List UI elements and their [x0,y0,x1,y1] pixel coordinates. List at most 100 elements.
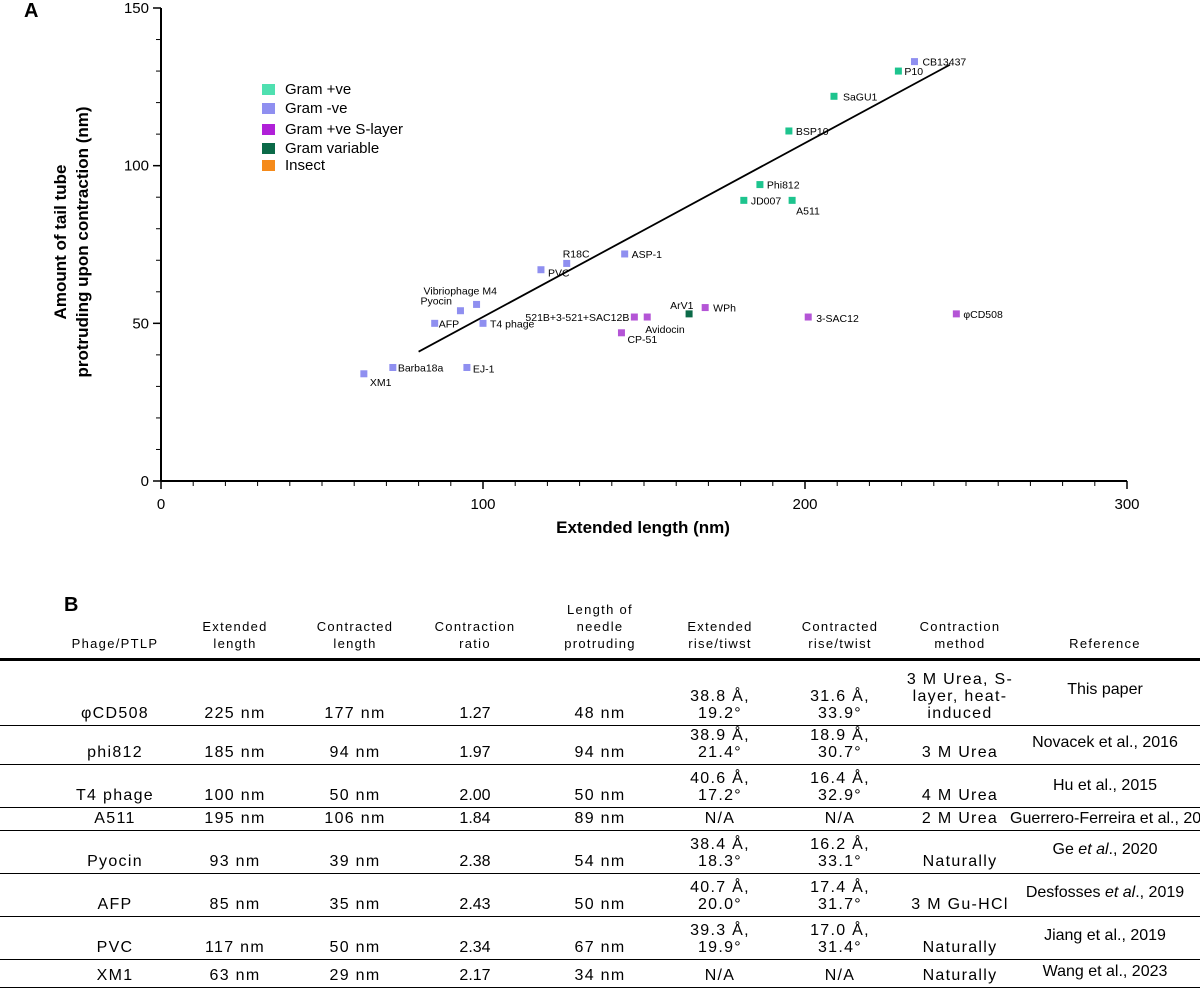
cell-ext: 225 nm [204,705,266,722]
cell-method: Naturally [922,967,998,984]
cell-con: 39 nm [329,853,381,870]
header-contraction-ratio: Contraction ratio [434,619,516,651]
point-label: EJ-1 [473,363,495,375]
point-label: ArV1 [670,300,694,312]
table-row: A511 195 nm 106 nm 1.84 89 nm N/A N/A 2 M Urea G… [0,808,1200,831]
data-point [894,67,902,75]
point-label: R18C [563,248,590,260]
cell-phage: XM1 [96,967,134,984]
y-tick-label: 0 [141,473,149,490]
cell-phage: AFP [97,896,133,913]
point-label: BSP10 [796,126,829,138]
y-tick-label: 100 [124,158,149,175]
x-tick-label: 300 [1114,496,1139,513]
point-label: XM1 [370,377,392,389]
cell-ext-rise: N/A [704,810,736,827]
table-header-row: Phage/PTLP Extended length Contracted le… [0,598,1200,658]
reference-part: ., 2020 [1108,841,1158,858]
cell-con-rise: N/A [824,967,856,984]
chart-axes: 0 50 100 150 0 100 200 300 [124,0,1140,513]
table-row: φCD508 225 nm 177 nm 1.27 48 nm 38.8 Å, 19.2°… [0,661,1200,726]
reference-part: ., 2019 [1135,884,1185,901]
cell-ratio: 2.38 [459,853,491,870]
cell-ratio: 2.43 [459,896,491,913]
data-point [621,250,629,258]
cell-ratio: 1.27 [459,705,491,722]
point-label: CP-51 [627,334,657,346]
fit-line [418,63,951,353]
cell-con: 177 nm [324,705,386,722]
cell-con: 29 nm [329,967,381,984]
cell-ratio: 1.84 [459,810,491,827]
cell-reference: Desfosses et al., 2019 [1010,884,1200,901]
data-point [910,58,918,66]
point-label: CB13437 [922,57,966,69]
reference-part: Desfosses [1025,884,1105,901]
data-point [685,310,693,318]
data-point [360,370,368,378]
cell-con-rise: 18.9 Å, 30.7° [810,727,870,761]
point-label: Pyocin [420,296,452,308]
header-extended-length: Extended length [202,619,268,651]
data-point [756,181,764,189]
cell-method: 4 M Urea [921,787,999,804]
cell-method: Naturally [922,853,998,870]
cell-ext-rise: 38.4 Å, 18.3° [690,836,750,870]
cell-needle: 34 nm [574,967,626,984]
cell-ext-rise: 38.9 Å, 21.4° [690,727,750,761]
chart-legend: Gram +ve Gram -ve Gram +ve S-layer Gram … [262,80,403,175]
cell-needle: 48 nm [574,705,626,722]
point-label: SaGU1 [843,91,878,103]
cell-reference: Guerrero-Ferreira et al., 2016 [1010,810,1200,827]
table-row: T4 phage 100 nm 50 nm 2.00 50 nm 40.6 Å, 17.2… [0,765,1200,808]
point-label: Avidocin [645,324,685,336]
cell-method: Naturally [922,939,998,956]
cell-method: 3 M Urea [921,744,999,761]
data-point [563,259,571,267]
cell-phage: Pyocin [87,853,143,870]
point-label: PVC [548,268,570,280]
data-point [788,196,796,204]
legend-label: Gram +ve S-layer [285,121,403,138]
data-point [630,313,638,321]
cell-phage: T4 phage [75,787,154,804]
header-method: Contraction method [919,619,1001,651]
cell-needle: 50 nm [574,896,626,913]
cell-con-rise: 17.4 Å, 31.7° [810,879,870,913]
cell-con: 50 nm [329,939,381,956]
cell-ext: 195 nm [204,810,266,827]
cell-needle: 67 nm [574,939,626,956]
cell-method: 3 M Gu-HCl [911,896,1009,913]
point-label: AFP [439,318,459,330]
cell-ext-rise: 40.6 Å, 17.2° [690,770,750,804]
point-label: ASP-1 [632,249,663,261]
table-row: PVC 117 nm 50 nm 2.34 67 nm 39.3 Å, 19.9° 17.0… [0,917,1200,960]
cell-con-rise: 17.0 Å, 31.4° [810,922,870,956]
data-point [463,363,471,371]
header-extended-rise: Extended rise/tiwst [687,619,753,651]
point-label: Phi812 [767,180,800,192]
legend-swatch [262,143,275,154]
legend-item: Gram +ve S-layer [262,120,403,139]
cell-needle: 50 nm [574,787,626,804]
cell-con: 106 nm [324,810,386,827]
comparison-table: Phage/PTLP Extended length Contracted le… [0,598,1200,658]
data-point [804,313,812,321]
legend-label: Gram -ve [285,100,348,117]
cell-con: 35 nm [329,896,381,913]
data-point [456,307,464,315]
cell-reference: Ge et al., 2020 [1010,841,1200,858]
point-label: P10 [904,66,923,78]
y-axis-label-line1: Amount of tail tube [51,165,70,320]
point-label: JD007 [751,195,782,207]
y-tick-label: 150 [124,0,149,17]
data-point [431,319,439,327]
legend-swatch [262,84,275,95]
legend-swatch [262,124,275,135]
cell-ratio: 2.34 [459,939,491,956]
cell-phage: φCD508 [81,705,149,722]
x-tick-label: 100 [470,496,495,513]
header-phage: Phage/PTLP [71,636,159,651]
